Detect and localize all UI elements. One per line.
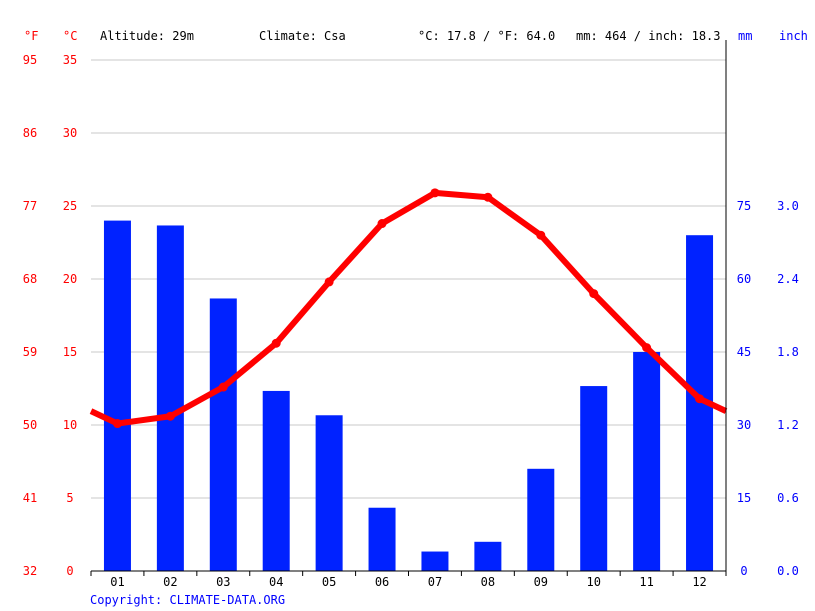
precipitation-bar [474,541,502,571]
celsius-tick-label: 5 [66,491,73,505]
celsius-tick-label: 0 [66,564,73,578]
temperature-point [536,230,546,240]
month-tick-label: 10 [586,575,600,589]
inch-tick-label: 0.6 [777,491,799,505]
temperature-point [324,277,334,287]
temperature-point [271,338,281,348]
celsius-tick-label: 35 [63,53,77,67]
temperature-point [642,343,652,353]
fahrenheit-tick-label: 59 [23,345,37,359]
mm-tick-label: 15 [737,491,751,505]
precipitation-bar [580,386,608,571]
mm-tick-label: 30 [737,418,751,432]
mm-tick-label: 60 [737,272,751,286]
precipitation-bar [421,551,449,571]
inch-tick-label: 0.0 [777,564,799,578]
copyright-text: Copyright: CLIMATE-DATA.ORG [90,593,285,607]
precipitation-bar [633,352,661,571]
month-tick-label: 12 [692,575,706,589]
precipitation-bar [527,468,555,571]
fahrenheit-tick-label: 77 [23,199,37,213]
temperature-point [377,219,387,229]
fahrenheit-tick-label: 41 [23,491,37,505]
gridlines [91,59,726,499]
precipitation-bar [156,225,184,571]
average-temperature-label: °C: 17.8 / °F: 64.0 [418,29,555,43]
fahrenheit-tick-label: 95 [23,53,37,67]
celsius-unit-label: °C [63,29,77,43]
fahrenheit-unit-label: °F [24,29,38,43]
month-tick-label: 11 [639,575,653,589]
temperature-point [589,289,599,299]
month-tick-label: 02 [163,575,177,589]
fahrenheit-tick-label: 50 [23,418,37,432]
month-tick-label: 05 [322,575,336,589]
temperature-point [483,192,493,202]
axis-tick-labels: 01 02 03 04 05 06 07 08 09 10 11 12 32 0 41 5 50 10 59 15 68… [23,53,799,589]
fahrenheit-tick-label: 86 [23,126,37,140]
month-tick-label: 07 [428,575,442,589]
total-precipitation-label: mm: 464 / inch: 18.3 [576,29,721,43]
temperature-point [430,188,440,198]
temperature-point [218,382,228,392]
mm-tick-label: 0 [740,564,747,578]
climate-type-label: Climate: Csa [259,29,346,43]
temperature-line-group [89,188,728,429]
inch-tick-label: 2.4 [777,272,799,286]
celsius-tick-label: 20 [63,272,77,286]
inch-tick-label: 1.2 [777,418,799,432]
precipitation-bar [315,415,343,571]
celsius-tick-label: 30 [63,126,77,140]
month-tick-label: 04 [269,575,283,589]
precipitation-bar [209,298,237,571]
temperature-point [112,419,122,429]
fahrenheit-tick-label: 68 [23,272,37,286]
celsius-tick-label: 25 [63,199,77,213]
precipitation-bar [368,507,396,571]
altitude-label: Altitude: 29m [100,29,194,43]
inch-tick-label: 1.8 [777,345,799,359]
mm-tick-label: 45 [737,345,751,359]
month-tick-label: 08 [481,575,495,589]
axes [90,40,727,576]
temperature-point [695,394,705,404]
celsius-tick-label: 15 [63,345,77,359]
temperature-point [165,411,175,421]
fahrenheit-tick-label: 32 [23,564,37,578]
month-tick-label: 09 [534,575,548,589]
precipitation-bars [103,220,714,571]
precipitation-bar [103,220,131,571]
mm-unit-label: mm [738,29,752,43]
celsius-tick-label: 10 [63,418,77,432]
precipitation-bar [262,390,290,571]
mm-tick-label: 75 [737,199,751,213]
temperature-line [89,189,728,427]
inch-tick-label: 3.0 [777,199,799,213]
month-tick-label: 03 [216,575,230,589]
month-tick-label: 06 [375,575,389,589]
inch-unit-label: inch [779,29,808,43]
month-tick-label: 01 [110,575,124,589]
